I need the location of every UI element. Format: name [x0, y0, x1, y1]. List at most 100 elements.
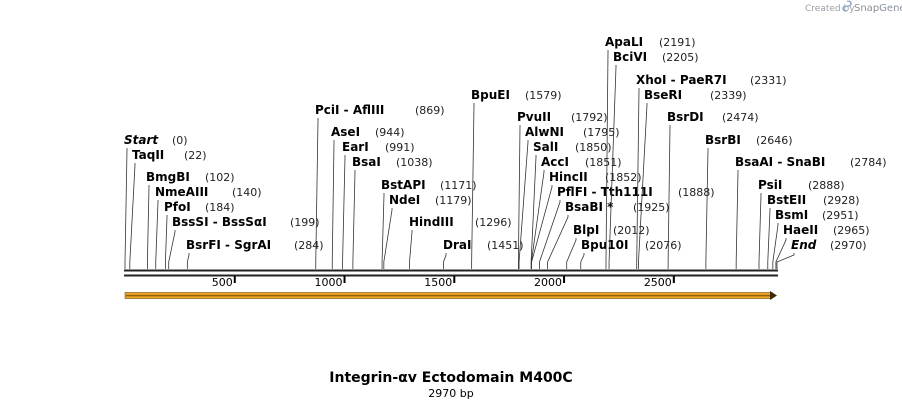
- restriction-site-alwni[interactable]: AlwNI (1795): [518, 125, 620, 269]
- site-name[interactable]: AlwNI: [525, 125, 564, 139]
- site-name[interactable]: AccI: [541, 155, 569, 169]
- site-name[interactable]: DraI: [443, 238, 471, 252]
- restriction-site-xhoi[interactable]: XhoI - PaeR7I (2331): [636, 73, 787, 269]
- site-position: (2191): [659, 36, 696, 49]
- site-leader-line: [315, 118, 319, 269]
- site-position: (2970): [830, 239, 867, 252]
- site-name[interactable]: TaqII: [132, 148, 164, 162]
- feature-arrow[interactable]: [124, 291, 777, 300]
- top-strand: [124, 269, 778, 272]
- restriction-site-start[interactable]: Start (0): [124, 133, 188, 269]
- site-name[interactable]: BlpI: [573, 223, 599, 237]
- site-name[interactable]: HindIII: [409, 215, 454, 229]
- restriction-site-hindiii[interactable]: HindIII (1296): [409, 215, 512, 269]
- site-name[interactable]: BsaI: [352, 155, 381, 169]
- site-name[interactable]: BstAPI: [381, 178, 426, 192]
- restriction-site-bpuei[interactable]: BpuEI (1579): [471, 88, 562, 269]
- site-name[interactable]: BsaAI - SnaBI: [735, 155, 825, 169]
- restriction-site-pfoi[interactable]: PfoI (184): [164, 200, 235, 269]
- restriction-site-bsabi[interactable]: BsaBI * (1925): [547, 200, 670, 269]
- site-position: (2951): [822, 209, 859, 222]
- restriction-site-bsai[interactable]: BsaI (1038): [352, 155, 433, 269]
- restriction-site-bseri[interactable]: BseRI (2339): [638, 88, 747, 269]
- site-name[interactable]: PvuII: [517, 110, 551, 124]
- site-leader-line: [758, 193, 762, 269]
- site-name[interactable]: BsmI: [775, 208, 808, 222]
- site-name[interactable]: BsaBI *: [565, 200, 614, 214]
- site-name[interactable]: BpuEI: [471, 88, 510, 102]
- ruler-tick-label: 500: [212, 276, 233, 289]
- restriction-site-bsrbi[interactable]: BsrBI (2646): [705, 133, 793, 269]
- site-leader-line: [168, 230, 176, 269]
- site-name[interactable]: PciI - AflIII: [315, 103, 384, 117]
- site-name[interactable]: BmgBI: [146, 170, 190, 184]
- site-name[interactable]: PsiI: [758, 178, 782, 192]
- site-name[interactable]: AseI: [331, 125, 360, 139]
- site-name[interactable]: ApaLI: [605, 35, 643, 49]
- site-leader-line: [383, 208, 393, 269]
- restriction-site-eari[interactable]: EarI (991): [342, 140, 415, 269]
- ruler-tick-label: 1000: [315, 276, 343, 289]
- restriction-site-drai[interactable]: DraI (1451): [443, 238, 524, 269]
- restriction-site-bsrfi[interactable]: BsrFI - SgrAI (284): [186, 238, 324, 269]
- site-leader-line: [638, 103, 648, 269]
- site-position: (944): [375, 126, 405, 139]
- site-name[interactable]: BsrFI - SgrAI: [186, 238, 271, 252]
- restriction-site-nmeaiii[interactable]: NmeAIII (140): [155, 185, 262, 269]
- site-position: (2474): [722, 111, 759, 124]
- site-name[interactable]: PfoI: [164, 200, 191, 214]
- restriction-site-bsssi[interactable]: BssSI - BssSαI (199): [168, 215, 320, 269]
- restriction-site-bpu10i[interactable]: Bpu10I (2076): [580, 238, 682, 269]
- restriction-site-bsteii[interactable]: BstEII (2928): [767, 193, 860, 269]
- site-leader-line: [342, 155, 346, 269]
- site-leader-line: [124, 148, 128, 269]
- restriction-site-bsrdi[interactable]: BsrDI (2474): [667, 110, 759, 269]
- site-name[interactable]: SalI: [533, 140, 558, 154]
- site-name[interactable]: EarI: [342, 140, 369, 154]
- site-name[interactable]: NdeI: [389, 193, 420, 207]
- restriction-site-psii[interactable]: PsiI (2888): [758, 178, 845, 269]
- restriction-site-asei[interactable]: AseI (944): [331, 125, 405, 269]
- site-position: (1852): [605, 171, 642, 184]
- site-position: (869): [415, 104, 445, 117]
- restriction-site-pcii[interactable]: PciI - AflIII (869): [315, 103, 445, 269]
- ruler-tick-label: 1500: [424, 276, 452, 289]
- site-name[interactable]: HincII: [549, 170, 588, 184]
- restriction-site-ndei[interactable]: NdeI (1179): [383, 193, 472, 269]
- restriction-site-apali[interactable]: ApaLI (2191): [605, 35, 696, 269]
- restriction-site-bmgbi[interactable]: BmgBI (102): [146, 170, 235, 269]
- site-position: (1179): [435, 194, 472, 207]
- site-position: (1792): [571, 111, 608, 124]
- site-position: (284): [294, 239, 324, 252]
- site-position: (2888): [808, 179, 845, 192]
- site-name[interactable]: XhoI - PaeR7I: [636, 73, 727, 87]
- restriction-site-taqii[interactable]: TaqII (22): [129, 148, 207, 269]
- restriction-site-pvuii[interactable]: PvuII (1792): [517, 110, 608, 269]
- site-leader-line: [186, 253, 190, 269]
- site-name[interactable]: BstEII: [767, 193, 806, 207]
- site-name[interactable]: NmeAIII: [155, 185, 208, 199]
- feature-arrowhead-icon: [770, 291, 777, 300]
- restriction-site-haeii[interactable]: HaeII (2965): [775, 223, 870, 269]
- site-name[interactable]: BciVI: [613, 50, 647, 64]
- site-leader-line: [155, 200, 159, 269]
- site-name[interactable]: BsrBI: [705, 133, 741, 147]
- restriction-site-bcivi[interactable]: BciVI (2205): [608, 50, 699, 269]
- restriction-site-bstapi[interactable]: BstAPI (1171): [381, 178, 477, 269]
- site-name[interactable]: End: [791, 238, 817, 252]
- site-leader-line: [443, 253, 447, 269]
- site-position: (2331): [750, 74, 787, 87]
- site-position: (1925): [633, 201, 670, 214]
- site-name[interactable]: BsrDI: [667, 110, 704, 124]
- restriction-site-end[interactable]: End (2970): [776, 238, 867, 269]
- site-name[interactable]: PflFI - Tth111I: [557, 185, 653, 199]
- restriction-site-bsmi[interactable]: BsmI (2951): [772, 208, 859, 269]
- restriction-site-hincii[interactable]: HincII (1852): [531, 170, 642, 269]
- site-name[interactable]: BseRI: [644, 88, 682, 102]
- restriction-site-pflfi[interactable]: PflFI - Tth111I (1888): [539, 185, 715, 269]
- site-name[interactable]: Bpu10I: [581, 238, 628, 252]
- site-name[interactable]: Start: [124, 133, 159, 147]
- site-name[interactable]: BssSI - BssSαI: [172, 215, 267, 229]
- site-name[interactable]: HaeII: [783, 223, 818, 237]
- restriction-site-bsaai[interactable]: BsaAI - SnaBI (2784): [735, 155, 887, 269]
